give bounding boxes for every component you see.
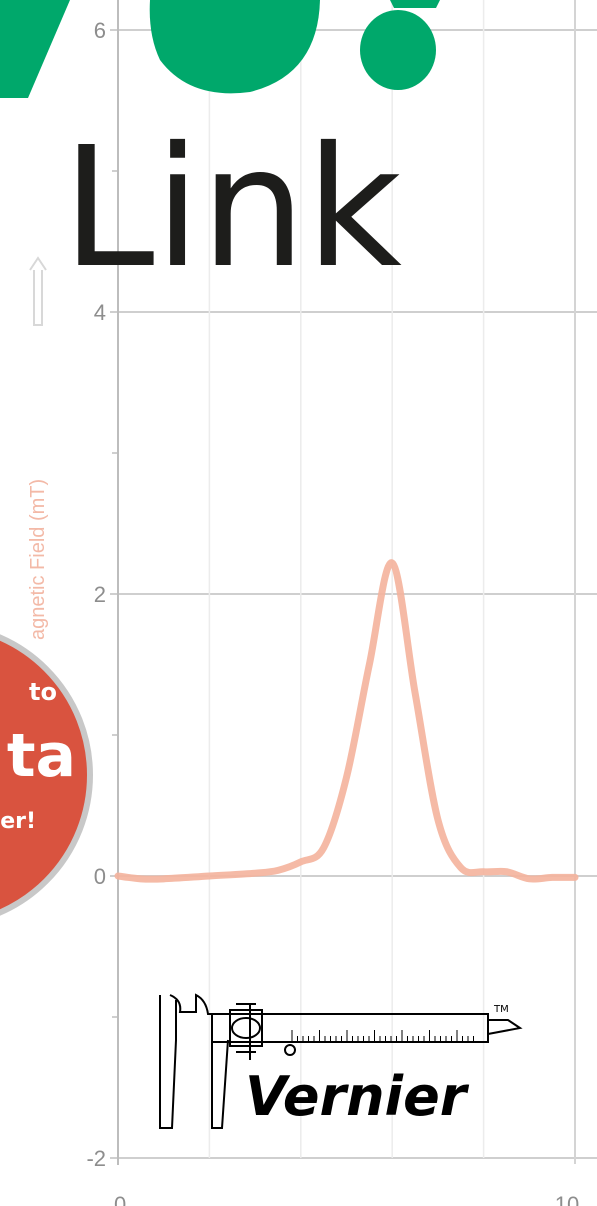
badge-line-1: to [29, 678, 57, 706]
caliper-dial [231, 1017, 261, 1039]
x-tick-label-0: 0 [114, 1192, 126, 1206]
go-letter-fragment-left [0, 0, 70, 98]
y-axis-label: agnetic Field (mT) [27, 479, 49, 640]
caliper-scale [291, 1030, 474, 1042]
series-line-magnetic-field [114, 559, 579, 883]
vernier-logo: TM [159, 993, 523, 1129]
y-tick-label-2: 2 [94, 582, 106, 607]
y-tick-label-4: -2 [86, 1146, 106, 1171]
plot-frame [118, 0, 597, 1165]
y-tick-label-1: 4 [94, 300, 106, 325]
badge-circle [0, 634, 93, 916]
badge-line-2: ta [7, 721, 76, 791]
exclamation-stem-fragment [390, 0, 440, 8]
y-axis-arrow-icon [29, 256, 47, 326]
y-tick-label-3: 0 [94, 864, 106, 889]
y-tick-label-0: 6 [94, 18, 106, 43]
brand-link-word: Link [62, 112, 402, 305]
brand-go-fragment [0, 0, 440, 98]
caliper-screw [284, 1044, 296, 1056]
badge-line-3: er! [0, 809, 36, 834]
x-tick-labels: 0 10 [114, 1192, 579, 1206]
x-tick-label-1: 10 [555, 1192, 579, 1206]
caliper-icon [159, 993, 523, 1129]
vertical-gridlines [208, 0, 576, 1164]
go-letter-fragment-o [149, 0, 320, 94]
exclamation-dot [360, 10, 436, 90]
chart-area: 6 4 2 0 -2 0 10 agnetic Field (mT) [27, 0, 597, 1206]
vernier-wordmark: Vernier [245, 1065, 470, 1128]
y-tick-labels: 6 4 2 0 -2 [86, 18, 106, 1171]
trademark-mark: TM [493, 1004, 509, 1015]
promo-badge: to ta er! [0, 634, 93, 916]
